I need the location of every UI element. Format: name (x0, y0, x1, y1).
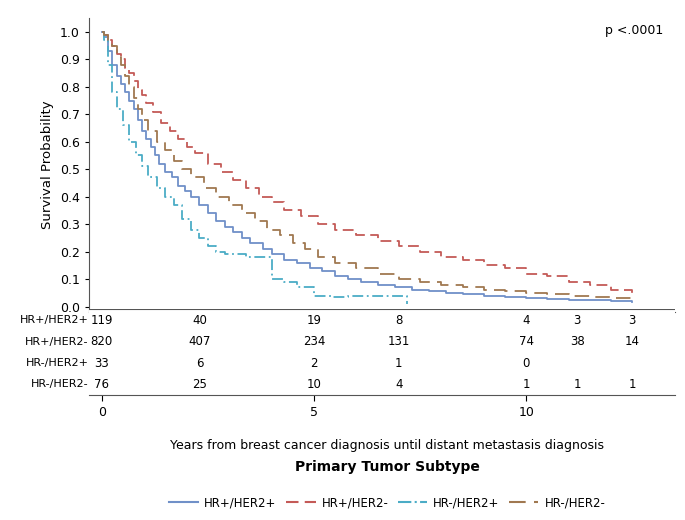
Text: 38: 38 (570, 335, 584, 348)
Text: HR+/HER2+: HR+/HER2+ (20, 315, 88, 325)
Text: 820: 820 (90, 335, 113, 348)
Text: 25: 25 (192, 378, 207, 391)
Y-axis label: Survival Probability: Survival Probability (42, 101, 55, 229)
Text: p <.0001: p <.0001 (605, 24, 663, 37)
Text: 1: 1 (573, 378, 581, 391)
Text: 234: 234 (303, 335, 325, 348)
Text: 0: 0 (523, 357, 530, 370)
Text: HR-/HER2+: HR-/HER2+ (25, 358, 88, 368)
Text: 1: 1 (629, 378, 636, 391)
Text: Primary Tumor Subtype: Primary Tumor Subtype (295, 460, 480, 474)
Text: 119: 119 (90, 314, 113, 327)
Text: 131: 131 (388, 335, 410, 348)
Text: Years from breast cancer diagnosis until distant metastasis diagnosis: Years from breast cancer diagnosis until… (170, 439, 604, 452)
Text: 19: 19 (306, 314, 321, 327)
Text: 14: 14 (625, 335, 640, 348)
Text: 3: 3 (573, 314, 581, 327)
Text: 4: 4 (523, 314, 530, 327)
Text: 4: 4 (395, 378, 403, 391)
Text: HR+/HER2-: HR+/HER2- (25, 336, 88, 346)
Legend: HR+/HER2+, HR+/HER2-, HR-/HER2+, HR-/HER2-: HR+/HER2+, HR+/HER2-, HR-/HER2+, HR-/HER… (164, 491, 610, 514)
Text: 10: 10 (307, 378, 321, 391)
Text: 76: 76 (95, 378, 110, 391)
Text: 1: 1 (395, 357, 403, 370)
Text: HR-/HER2-: HR-/HER2- (31, 380, 88, 389)
Text: 2: 2 (310, 357, 318, 370)
Text: 74: 74 (519, 335, 534, 348)
Text: 8: 8 (395, 314, 403, 327)
Text: 33: 33 (95, 357, 109, 370)
Text: 3: 3 (629, 314, 636, 327)
Text: 1: 1 (523, 378, 530, 391)
Text: 407: 407 (188, 335, 210, 348)
Text: 6: 6 (196, 357, 203, 370)
Text: 40: 40 (192, 314, 207, 327)
